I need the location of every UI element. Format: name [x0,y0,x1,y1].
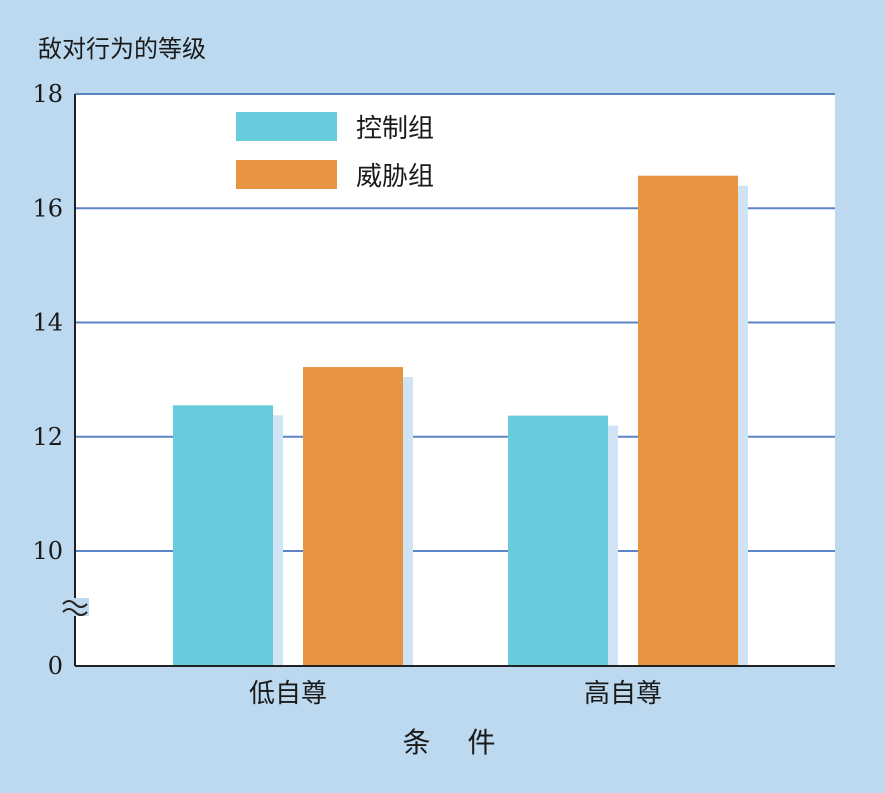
bar [638,175,738,666]
x-category-labels: 低自尊 高自尊 [249,679,662,709]
y-tick-label: 0 [48,652,63,680]
y-tick-label: 14 [32,309,63,337]
y-tick-label: 10 [32,537,63,565]
axes [61,94,835,667]
y-tick-label: 12 [32,423,63,451]
y-tick-labels: 0 10 12 14 16 18 [32,80,63,680]
y-axis-label: 敌对行为的等级 [38,35,206,63]
x-tick-label: 低自尊 [249,679,327,709]
x-tick-label: 高自尊 [584,679,662,709]
bars [173,175,738,666]
x-axis-label: 条 件 [403,726,510,759]
legend-swatch [236,160,337,189]
bar [508,415,608,666]
legend-label: 控制组 [356,114,434,144]
y-tick-label: 18 [32,80,63,108]
legend-swatch [236,112,337,141]
bar [303,367,403,666]
bar [173,405,273,666]
legend-label: 威胁组 [356,162,434,192]
axis-break-icon [61,598,89,616]
y-tick-label: 16 [32,194,63,222]
